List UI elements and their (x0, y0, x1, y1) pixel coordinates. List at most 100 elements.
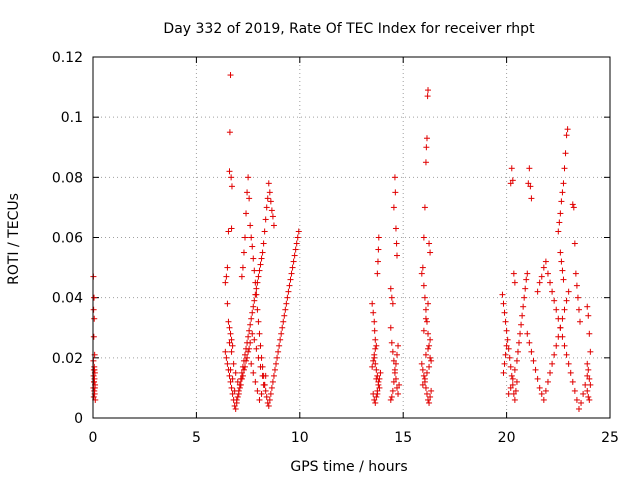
data-point (375, 246, 382, 253)
data-point (257, 261, 264, 268)
data-point (501, 360, 508, 367)
data-point (577, 318, 584, 325)
data-point (511, 396, 518, 403)
data-point (270, 222, 277, 229)
data-point (260, 240, 267, 247)
data-point (499, 291, 506, 298)
data-point (509, 177, 516, 184)
data-point (427, 393, 434, 400)
data-point (267, 390, 274, 397)
data-point (392, 375, 399, 382)
data-point (280, 318, 287, 325)
data-point (558, 258, 565, 265)
data-point (222, 348, 229, 355)
data-point (247, 321, 254, 328)
data-point (253, 291, 260, 298)
data-point (241, 363, 248, 370)
data-point (372, 399, 379, 406)
x-axis-label: GPS time / hours (290, 459, 407, 475)
data-point (91, 378, 98, 385)
data-point (571, 387, 578, 394)
data-point (526, 339, 533, 346)
data-point (585, 393, 592, 400)
data-point (388, 393, 395, 400)
data-point (391, 174, 398, 181)
data-point (420, 327, 427, 334)
data-point (527, 183, 534, 190)
data-point (507, 180, 514, 187)
data-point (573, 282, 580, 289)
data-point (500, 300, 507, 307)
data-point (251, 267, 258, 274)
data-point (569, 201, 576, 208)
data-point (559, 333, 566, 340)
data-point (540, 264, 547, 271)
data-point (500, 369, 507, 376)
data-point (279, 324, 286, 331)
data-point (578, 399, 585, 406)
data-point (269, 213, 276, 220)
data-point (536, 384, 543, 391)
data-point (374, 390, 381, 397)
plot-frame (92, 56, 611, 419)
data-point (288, 270, 295, 277)
data-point (267, 198, 274, 205)
y-tick-label: 0.06 (52, 231, 83, 247)
data-point (234, 393, 241, 400)
data-point (425, 330, 432, 337)
data-point (273, 360, 280, 367)
data-point (389, 348, 396, 355)
data-point (91, 315, 98, 322)
y-tick-label: 0.1 (61, 110, 83, 126)
data-point (586, 375, 593, 382)
data-point (244, 189, 251, 196)
data-point (424, 93, 431, 100)
data-point (542, 258, 549, 265)
data-point (421, 204, 428, 211)
data-point (557, 210, 564, 217)
data-point (420, 372, 427, 379)
data-point (551, 297, 558, 304)
data-point (503, 327, 510, 334)
data-point (391, 369, 398, 376)
data-point (90, 372, 97, 379)
data-point (229, 342, 236, 349)
data-point (389, 300, 396, 307)
data-point (392, 225, 399, 232)
data-point (256, 267, 263, 274)
data-point (226, 324, 233, 331)
data-point (513, 357, 520, 364)
data-point (513, 378, 520, 385)
data-point (236, 384, 243, 391)
data-point (561, 306, 568, 313)
data-point (240, 249, 247, 256)
data-point (256, 396, 263, 403)
data-point (248, 234, 255, 241)
data-point (254, 306, 261, 313)
data-point (587, 381, 594, 388)
data-point (559, 267, 566, 274)
data-point (564, 126, 571, 133)
data-point (507, 384, 514, 391)
data-point (565, 288, 572, 295)
data-point (426, 240, 433, 247)
data-point (585, 312, 592, 319)
chart-title: Day 332 of 2019, Rate Of TEC Index for r… (163, 21, 535, 37)
data-point (396, 381, 403, 388)
data-point (418, 360, 425, 367)
data-point (505, 390, 512, 397)
data-point (420, 234, 427, 241)
data-point (371, 396, 378, 403)
data-point (553, 306, 560, 313)
data-point (393, 384, 400, 391)
data-point (90, 333, 97, 340)
data-point (422, 384, 429, 391)
data-point (227, 330, 234, 337)
data-point (231, 387, 238, 394)
x-tick-label: 10 (291, 430, 309, 446)
data-point (565, 360, 572, 367)
data-point (419, 381, 426, 388)
data-point (387, 285, 394, 292)
data-point (246, 195, 253, 202)
data-point (521, 294, 528, 301)
